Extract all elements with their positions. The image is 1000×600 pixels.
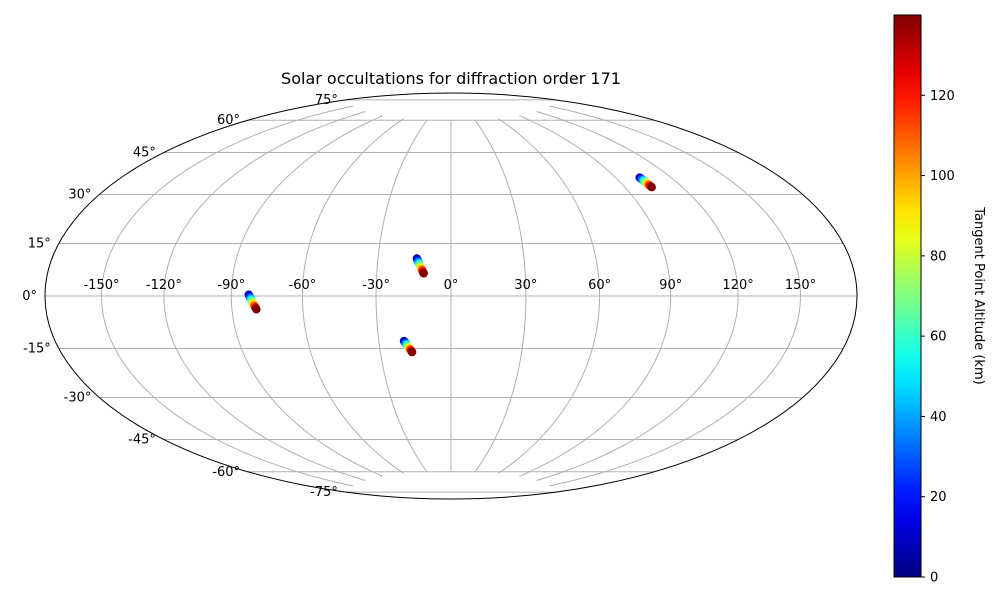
colorbar-tick-label: 80 bbox=[930, 249, 947, 264]
latitude-tick-label: 60° bbox=[217, 113, 240, 128]
colorbar-label: Tangent Point Altitude (km) bbox=[971, 206, 986, 384]
data-point bbox=[647, 182, 656, 192]
latitude-tick-label: -30° bbox=[64, 391, 92, 406]
longitude-tick-labels: -150° -120° -90° -60° -30° 0° 30° 60° 90° 120° 150… bbox=[83, 278, 816, 293]
latitude-tick-label: -15° bbox=[23, 342, 51, 357]
latitude-tick-label: 45° bbox=[133, 146, 156, 161]
latitude-tick-label: 0° bbox=[22, 289, 37, 304]
longitude-tick-label: -90° bbox=[217, 278, 245, 293]
latitude-tick-label: -60° bbox=[212, 465, 240, 480]
latitude-tick-labels: -75° -60° -45° -30° -15° 0° 15° 30° 45° 60° 75° bbox=[22, 93, 338, 500]
colorbar-tick-label: 20 bbox=[930, 490, 947, 505]
longitude-tick-label: 150° bbox=[785, 278, 816, 293]
colorbar-tick-label: 60 bbox=[930, 330, 947, 345]
longitude-tick-label: -30° bbox=[362, 278, 390, 293]
longitude-tick-label: 60° bbox=[588, 278, 611, 293]
colorbar-ticks: 0 20 40 60 80 100 120 bbox=[921, 89, 955, 586]
longitude-tick-label: 120° bbox=[722, 278, 753, 293]
longitude-tick-label: 90° bbox=[659, 278, 682, 293]
latitude-tick-label: 75° bbox=[315, 93, 338, 108]
chart-title: Solar occultations for diffraction order… bbox=[281, 69, 621, 88]
data-points bbox=[244, 173, 656, 357]
map-grid bbox=[45, 99, 857, 493]
latitude-tick-label: -45° bbox=[128, 433, 156, 448]
data-point bbox=[419, 269, 428, 278]
longitude-tick-label: -120° bbox=[146, 278, 182, 293]
colorbar-tick-label: 120 bbox=[930, 89, 955, 104]
map-outline bbox=[44, 92, 858, 500]
longitude-tick-label: -60° bbox=[289, 278, 317, 293]
colorbar-tick-label: 0 bbox=[930, 571, 938, 586]
latitude-tick-label: -75° bbox=[310, 485, 338, 500]
colorbar-tick-label: 100 bbox=[930, 169, 955, 184]
colorbar-tick-label: 40 bbox=[930, 410, 947, 425]
latitude-tick-label: 30° bbox=[68, 188, 91, 203]
data-point bbox=[407, 347, 417, 357]
longitude-tick-label: 0° bbox=[444, 278, 459, 293]
colorbar bbox=[893, 14, 922, 578]
latitude-tick-label: 15° bbox=[28, 237, 51, 252]
longitude-tick-label: -150° bbox=[83, 278, 119, 293]
data-point bbox=[252, 305, 261, 314]
longitude-tick-label: 30° bbox=[514, 278, 537, 293]
